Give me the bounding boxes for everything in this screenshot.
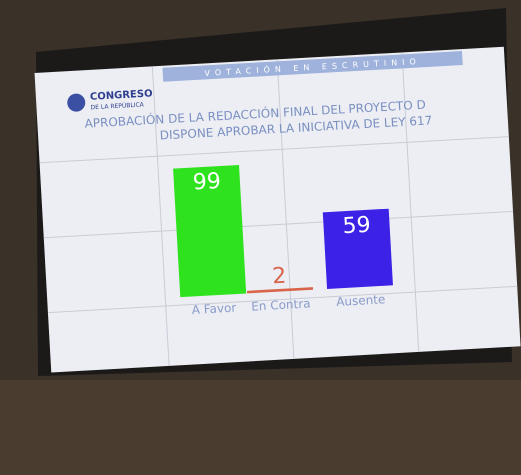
- page: VOTACIÓN EN ESCRUTINIO CONGRESO DE LA RE…: [0, 0, 521, 475]
- chart: VOTACIÓN EN ESCRUTINIO CONGRESO DE LA RE…: [0, 0, 521, 475]
- wall-lower: [0, 380, 521, 475]
- screen: VOTACIÓN EN ESCRUTINIO CONGRESO DE LA RE…: [35, 47, 521, 373]
- value-label: 59: [342, 213, 371, 240]
- category-label: A Favor: [191, 301, 236, 317]
- value-label: 2: [272, 264, 287, 290]
- value-label: 99: [192, 169, 221, 196]
- category-label: Ausente: [336, 292, 386, 309]
